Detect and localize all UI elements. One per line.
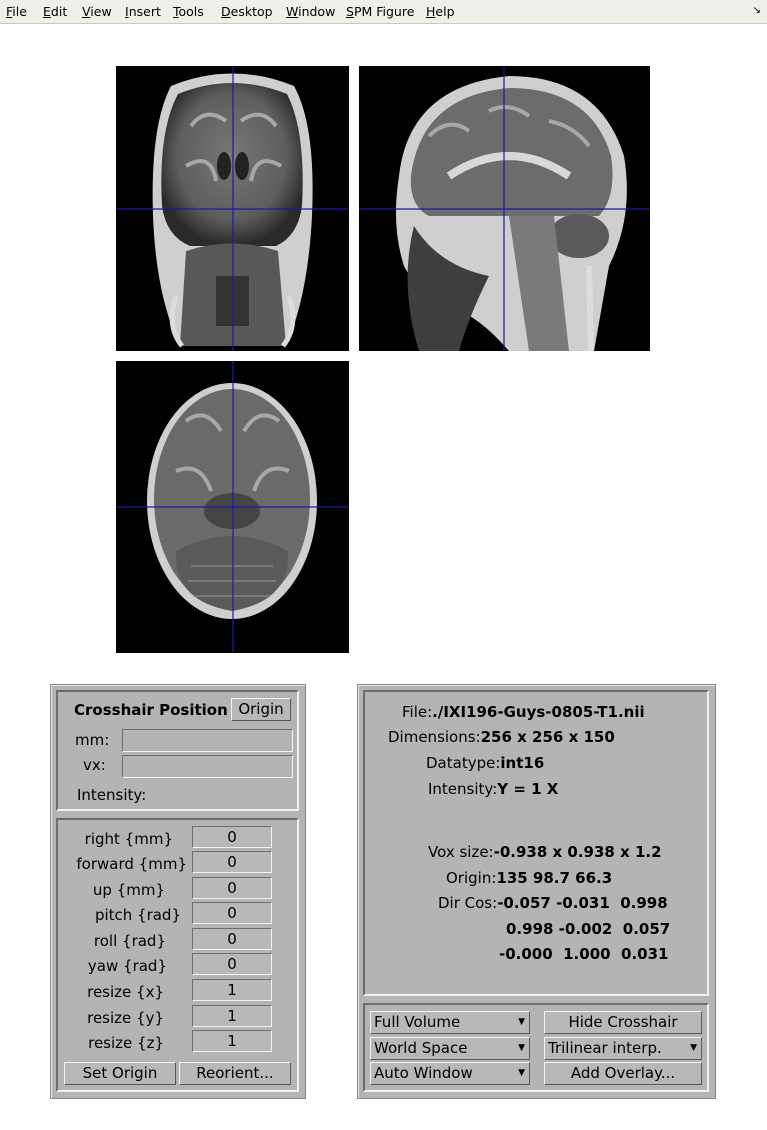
param-input-roll[interactable]: 0	[192, 928, 272, 950]
file-value: ./IXI196-Guys-0805-T1.nii	[432, 703, 645, 721]
menu-insert[interactable]: Insert	[125, 4, 161, 19]
menu-view[interactable]: View	[82, 4, 112, 19]
dropdown-arrow-icon: ▼	[518, 1017, 525, 1027]
mm-label: mm:	[75, 731, 110, 749]
window-select-value: Auto Window	[374, 1064, 473, 1082]
param-input-pitch[interactable]: 0	[192, 902, 272, 924]
crosshair-panel: Crosshair Position Origin mm: vx: Intens…	[50, 684, 306, 1099]
add-overlay-button[interactable]: Add Overlay...	[544, 1062, 702, 1085]
controls-frame	[363, 1003, 709, 1092]
voxsize-value: -0.938 x 0.938 x 1.2	[493, 843, 662, 861]
origin-value: 135 98.7 66.3	[496, 869, 613, 887]
param-input-right[interactable]: 0	[192, 826, 272, 848]
dircos-info: Dir Cos:-0.057 -0.031 0.998	[438, 894, 668, 912]
volume-select[interactable]: Full Volume ▼	[370, 1011, 530, 1034]
header-info-frame	[363, 690, 709, 996]
space-select-value: World Space	[374, 1039, 468, 1057]
datatype-value: int16	[500, 754, 545, 772]
coronal-slice	[116, 66, 349, 351]
dock-arrow-icon[interactable]: ↘	[752, 5, 761, 16]
param-label-resize-y: resize {y}	[87, 1009, 164, 1027]
space-select[interactable]: World Space ▼	[370, 1037, 530, 1060]
info-panel: File:./IXI196-Guys-0805-T1.nii Dimension…	[357, 684, 716, 1099]
param-input-resize-y[interactable]: 1	[192, 1005, 272, 1027]
menu-tools[interactable]: Tools	[173, 4, 204, 19]
vx-input[interactable]	[122, 755, 293, 778]
interp-select[interactable]: Trilinear interp. ▼	[544, 1037, 702, 1060]
file-info: File:./IXI196-Guys-0805-T1.nii	[402, 703, 645, 721]
intensity-value: Y = 1 X	[497, 780, 559, 798]
sagittal-view[interactable]	[359, 66, 650, 351]
menu-help[interactable]: Help	[426, 4, 455, 19]
param-label-yaw: yaw {rad}	[87, 957, 167, 975]
set-origin-button[interactable]: Set Origin	[64, 1062, 176, 1085]
intensity-label: Intensity:	[77, 786, 147, 804]
dircos-row3: -0.000 1.000 0.031	[499, 945, 669, 963]
menu-file[interactable]: File	[6, 4, 27, 19]
dropdown-arrow-icon: ▼	[518, 1068, 525, 1078]
menu-window[interactable]: Window	[286, 4, 336, 19]
crosshair-title: Crosshair Position	[74, 701, 228, 719]
intensity-info: Intensity:Y = 1 X	[428, 780, 559, 798]
coronal-view[interactable]	[116, 66, 349, 351]
vx-label: vx:	[83, 756, 106, 774]
param-label-resize-z: resize {z}	[88, 1034, 164, 1052]
interp-select-value: Trilinear interp.	[548, 1039, 662, 1057]
reorient-frame	[56, 818, 299, 1092]
volume-select-value: Full Volume	[374, 1013, 461, 1031]
menu-spm-figure[interactable]: SPM Figure	[346, 4, 415, 19]
sagittal-slice	[359, 66, 650, 351]
param-input-forward[interactable]: 0	[192, 851, 272, 873]
param-label-roll: roll {rad}	[93, 932, 166, 950]
datatype-info: Datatype:int16	[426, 754, 545, 772]
menubar: File Edit View Insert Tools Desktop Wind…	[0, 0, 767, 24]
param-input-up[interactable]: 0	[192, 877, 272, 899]
param-label-pitch: pitch {rad}	[94, 906, 181, 924]
dropdown-arrow-icon: ▼	[518, 1043, 525, 1053]
param-label-resize-x: resize {x}	[87, 983, 164, 1001]
dropdown-arrow-icon: ▼	[690, 1043, 697, 1053]
reorient-button[interactable]: Reorient...	[179, 1062, 291, 1085]
param-label-up: up {mm}	[92, 881, 165, 899]
param-label-right: right {mm}	[84, 830, 173, 848]
dircos-row1: -0.057 -0.031 0.998	[497, 894, 668, 912]
origin-button[interactable]: Origin	[231, 698, 291, 721]
dircos-row2: 0.998 -0.002 0.057	[506, 920, 671, 938]
param-input-yaw[interactable]: 0	[192, 953, 272, 975]
menu-desktop[interactable]: Desktop	[221, 4, 273, 19]
crosshair-frame	[56, 690, 299, 811]
dimensions-value: 256 x 256 x 150	[480, 728, 615, 746]
param-label-forward: forward {mm}	[76, 855, 187, 873]
param-input-resize-x[interactable]: 1	[192, 979, 272, 1001]
param-input-resize-z[interactable]: 1	[192, 1030, 272, 1052]
menu-edit[interactable]: Edit	[43, 4, 68, 19]
dimensions-info: Dimensions:256 x 256 x 150	[388, 728, 615, 746]
axial-view[interactable]	[116, 361, 349, 653]
voxsize-info: Vox size:-0.938 x 0.938 x 1.2	[428, 843, 662, 861]
hide-crosshair-button[interactable]: Hide Crosshair	[544, 1011, 702, 1034]
mm-input[interactable]	[122, 729, 293, 752]
origin-info: Origin:135 98.7 66.3	[446, 869, 613, 887]
axial-slice	[116, 361, 349, 653]
window-select[interactable]: Auto Window ▼	[370, 1062, 530, 1085]
